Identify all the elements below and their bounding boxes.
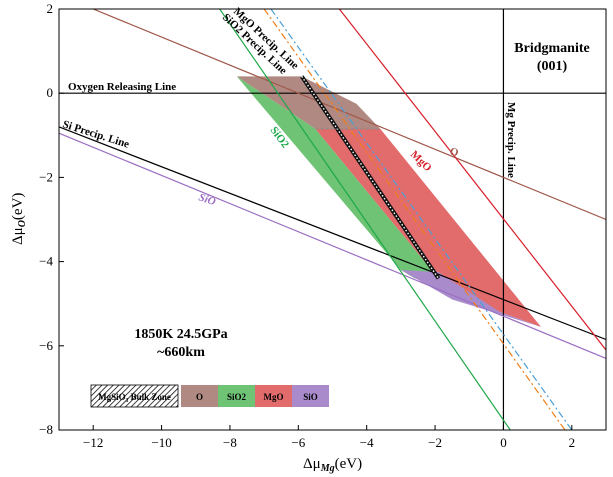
condition-line1: 1850K 24.5GPa — [134, 327, 227, 342]
y-tick-label: −6 — [39, 338, 53, 353]
y-axis-label-unit: (eV) — [10, 193, 26, 220]
y-tick-label: 2 — [47, 1, 54, 16]
x-tick-label: −10 — [151, 435, 171, 450]
line-sio2 — [219, 9, 511, 430]
line-mgop — [270, 9, 573, 430]
legend-mgo-label: MgO — [264, 392, 284, 402]
legend-sio-label: SiO — [303, 392, 318, 402]
o-line-label: O — [448, 145, 460, 159]
x-tick-label: −8 — [223, 435, 237, 450]
x-tick-label: −2 — [428, 435, 442, 450]
chart-subtitle: (001) — [537, 59, 568, 74]
mg-precip-label: Mg Precip. Line — [505, 102, 517, 178]
legend-sio2-swatch — [218, 385, 255, 407]
y-axis-label-sub: O — [17, 220, 28, 227]
legend-o-swatch — [181, 385, 218, 407]
oxygen-releasing-label: Oxygen Releasing Line — [68, 81, 176, 93]
chart-title: Bridgmanite — [514, 41, 589, 56]
x-tick-label: −4 — [360, 435, 374, 450]
line-sio — [59, 132, 606, 359]
legend: MgSiO₃ Bulk Zone O SiO2 MgO SiO — [90, 384, 329, 408]
plot-frame — [58, 8, 607, 431]
x-axis-label-main: Δμ — [303, 456, 321, 472]
condition-line2: ~660km — [157, 345, 205, 360]
legend-bulk-zone-label: MgSiO₃ Bulk Zone — [98, 392, 171, 402]
y-tick-label: −4 — [39, 254, 53, 269]
y-tick-label: −8 — [39, 422, 53, 437]
line-si — [59, 126, 606, 341]
line-siop — [263, 9, 566, 430]
sio-line-label: SiO — [197, 191, 217, 208]
region-o — [236, 76, 381, 129]
y-axis-label: ΔμO(eV) — [10, 193, 28, 245]
si-precip-label: Si Precip. Line — [61, 118, 131, 150]
x-axis-label-sub: Mg — [320, 463, 335, 474]
legend-o-label: O — [196, 392, 203, 402]
line-o — [92, 9, 606, 221]
bulk-zone-band-hatch — [301, 75, 440, 279]
y-tick-label: 0 — [47, 85, 54, 100]
legend-bulk-zone-swatch — [90, 384, 179, 408]
region-sio2 — [236, 76, 439, 279]
x-axis-label: ΔμMg(eV) — [303, 456, 362, 474]
x-tick-label: 2 — [569, 435, 576, 450]
x-tick-label: −12 — [83, 435, 103, 450]
x-tick-label: −6 — [291, 435, 305, 450]
legend-mgo-swatch — [255, 385, 292, 407]
line-mgo — [338, 9, 606, 351]
legend-sio-swatch — [292, 385, 329, 407]
x-axis-label-unit: (eV) — [335, 456, 362, 472]
y-axis-label-main: Δμ — [10, 227, 26, 245]
y-tick-label: −2 — [39, 169, 53, 184]
legend-sio2-label: SiO2 — [227, 392, 247, 402]
x-tick-label: 0 — [500, 435, 507, 450]
